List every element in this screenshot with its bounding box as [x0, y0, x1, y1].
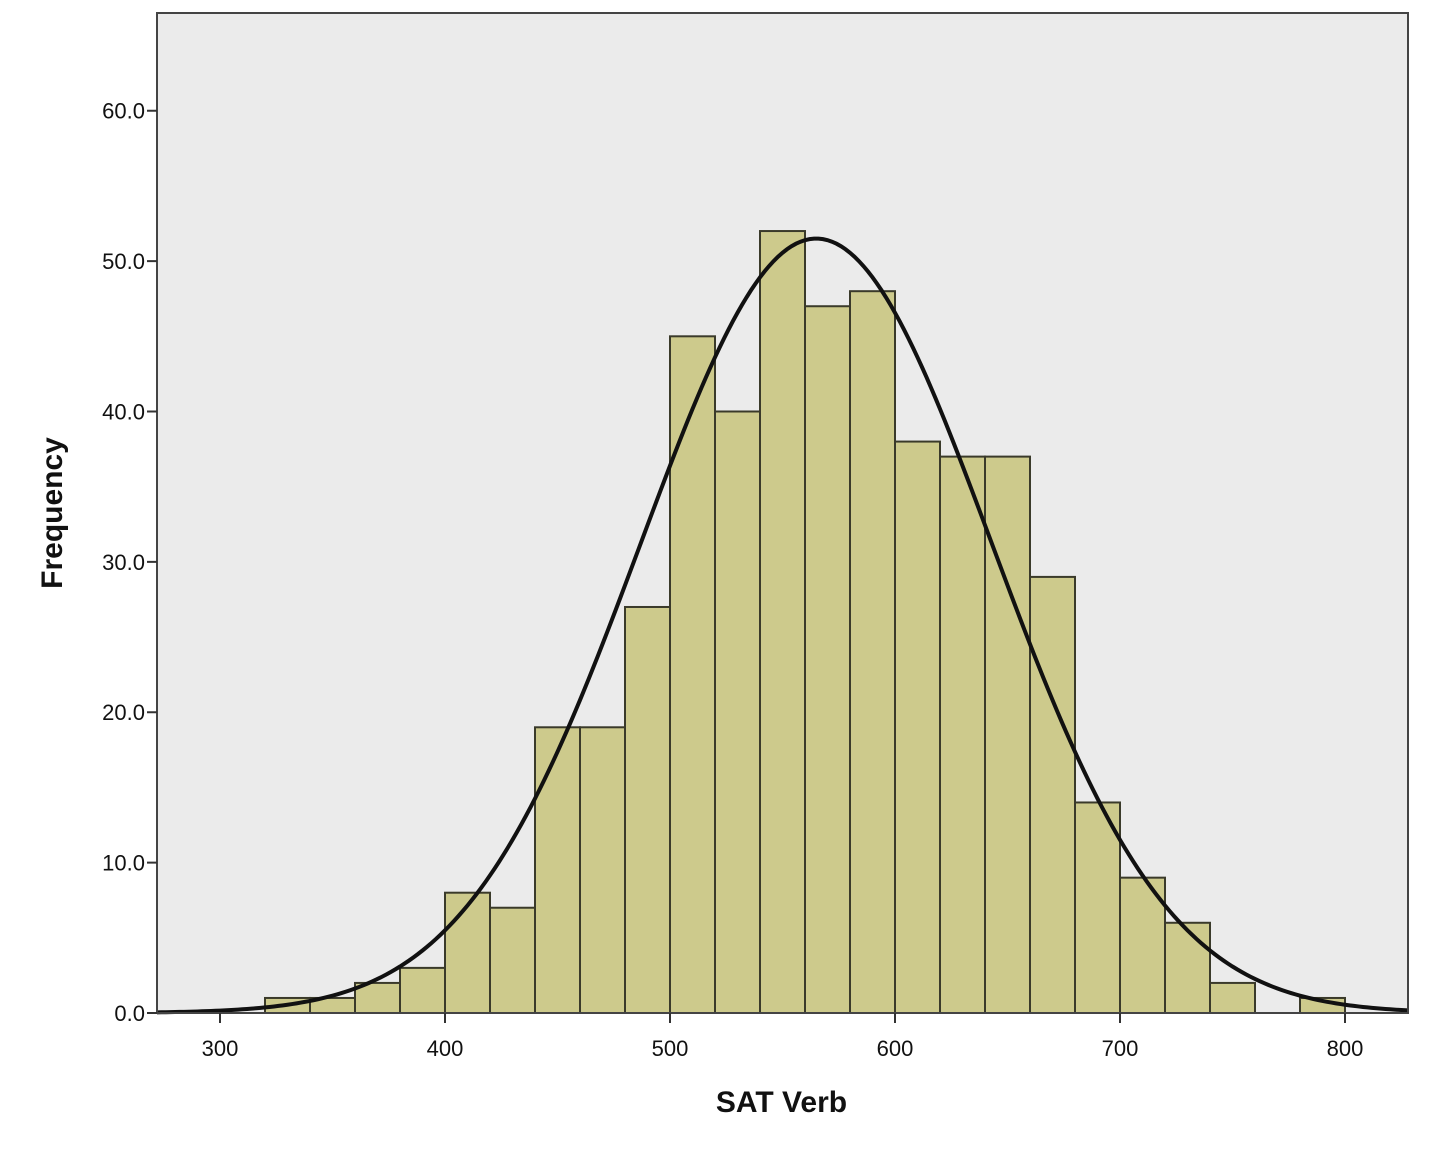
- histogram-bar-720-740: [1164, 921, 1211, 1014]
- normal-curve: [156, 236, 1409, 1015]
- histogram-bar-620-640: [939, 455, 986, 1014]
- x-tick-label: 700: [1102, 1036, 1139, 1061]
- y-axis-title: Frequency: [36, 437, 69, 589]
- histogram-bar-440-460: [534, 726, 581, 1014]
- histogram-bar-380-400: [399, 966, 446, 1014]
- histogram-bar-520-540: [714, 410, 761, 1015]
- histogram-bar-560-580: [804, 305, 851, 1014]
- y-tick-label: 50.0: [102, 249, 145, 274]
- x-axis: 300 400 500 600 700 800: [202, 1013, 1364, 1061]
- y-axis: 0.0 10.0 20.0 30.0 40.0 50.0 60.0: [102, 99, 157, 1026]
- x-tick-label: 500: [652, 1036, 689, 1061]
- histogram-bar-700-720: [1119, 876, 1166, 1015]
- y-tick-label: 0.0: [114, 1001, 145, 1026]
- y-tick-label: 60.0: [102, 99, 145, 124]
- y-tick-label: 30.0: [102, 550, 145, 575]
- x-tick-label: 600: [877, 1036, 914, 1061]
- histogram-bar-480-500: [624, 605, 671, 1015]
- histogram-bar-540-560: [759, 230, 806, 1015]
- histogram-bar-680-700: [1074, 801, 1121, 1015]
- x-tick-label: 300: [202, 1036, 239, 1061]
- x-tick-label: 400: [427, 1036, 464, 1061]
- bars-group: [264, 230, 1346, 1015]
- y-tick-label: 40.0: [102, 399, 145, 424]
- plot-frame: [156, 12, 1409, 1014]
- histogram-bar-740-760: [1209, 981, 1256, 1014]
- y-tick-label: 10.0: [102, 851, 145, 876]
- histogram-bar-420-440: [489, 906, 536, 1014]
- y-tick-label: 20.0: [102, 700, 145, 725]
- x-tick-label: 800: [1327, 1036, 1364, 1061]
- histogram-bar-600-620: [894, 440, 941, 1015]
- histogram-bar-660-680: [1029, 575, 1076, 1015]
- x-axis-title: SAT Verb: [716, 1086, 847, 1119]
- histogram-bar-460-480: [579, 726, 626, 1014]
- histogram-bar-400-420: [444, 891, 491, 1014]
- histogram-bar-580-600: [849, 290, 896, 1014]
- histogram-bar-500-520: [669, 335, 716, 1014]
